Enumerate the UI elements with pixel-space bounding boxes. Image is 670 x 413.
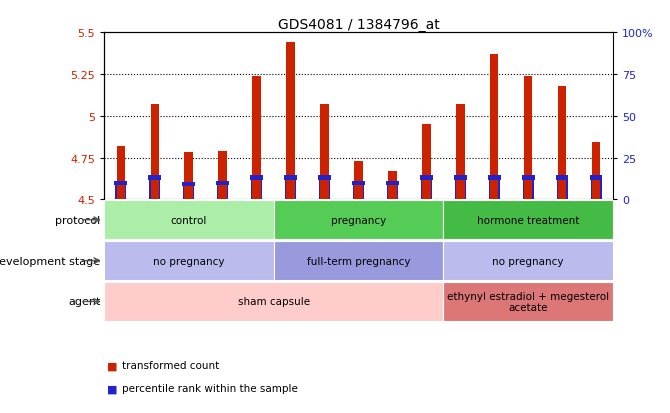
- Bar: [558, 86, 566, 200]
- Bar: [218, 152, 227, 200]
- Bar: [104, 242, 273, 280]
- Text: no pregnancy: no pregnancy: [153, 256, 224, 266]
- Bar: [386, 181, 399, 185]
- Bar: [273, 242, 444, 280]
- Bar: [522, 176, 535, 180]
- Bar: [149, 176, 161, 180]
- Bar: [456, 105, 464, 200]
- Bar: [490, 55, 498, 200]
- Bar: [149, 178, 160, 200]
- Bar: [352, 181, 365, 185]
- Bar: [354, 161, 362, 200]
- Bar: [104, 201, 273, 240]
- Bar: [388, 171, 397, 200]
- Bar: [286, 43, 295, 200]
- Bar: [592, 143, 600, 200]
- Bar: [273, 201, 444, 240]
- Bar: [524, 76, 533, 200]
- Bar: [184, 153, 193, 200]
- Bar: [353, 183, 364, 200]
- Text: ■: ■: [107, 361, 118, 370]
- Bar: [217, 183, 228, 200]
- Bar: [115, 181, 127, 185]
- Bar: [454, 176, 467, 180]
- Text: pregnancy: pregnancy: [331, 215, 386, 225]
- Text: sham capsule: sham capsule: [238, 297, 310, 307]
- Bar: [253, 76, 261, 200]
- Text: transformed count: transformed count: [122, 361, 219, 370]
- Bar: [285, 178, 296, 200]
- Bar: [320, 105, 329, 200]
- Bar: [590, 176, 602, 180]
- Bar: [422, 125, 431, 200]
- Bar: [456, 105, 464, 200]
- Bar: [488, 178, 500, 200]
- Bar: [104, 282, 444, 321]
- Text: agent: agent: [68, 297, 100, 307]
- Bar: [182, 183, 195, 187]
- Bar: [444, 242, 613, 280]
- Text: ■: ■: [107, 383, 118, 393]
- Bar: [523, 178, 534, 200]
- Bar: [318, 176, 331, 180]
- Bar: [444, 201, 613, 240]
- Bar: [444, 282, 613, 321]
- Bar: [218, 152, 227, 200]
- Bar: [558, 86, 566, 200]
- Bar: [286, 43, 295, 200]
- Bar: [115, 183, 127, 200]
- Bar: [216, 181, 229, 185]
- Bar: [592, 143, 600, 200]
- Text: no pregnancy: no pregnancy: [492, 256, 564, 266]
- Bar: [183, 185, 194, 200]
- Bar: [354, 161, 362, 200]
- Bar: [422, 125, 431, 200]
- Bar: [455, 178, 466, 200]
- Bar: [319, 178, 330, 200]
- Text: hormone treatment: hormone treatment: [477, 215, 580, 225]
- Bar: [284, 176, 297, 180]
- Text: development stage: development stage: [0, 256, 100, 266]
- Text: protocol: protocol: [55, 215, 100, 225]
- Bar: [524, 76, 533, 200]
- Bar: [388, 171, 397, 200]
- Bar: [151, 105, 159, 200]
- Bar: [421, 178, 432, 200]
- Bar: [251, 176, 263, 180]
- Text: full-term pregnancy: full-term pregnancy: [307, 256, 410, 266]
- Bar: [117, 147, 125, 200]
- Bar: [253, 76, 261, 200]
- Bar: [320, 105, 329, 200]
- Bar: [420, 176, 433, 180]
- Bar: [184, 153, 193, 200]
- Bar: [556, 176, 569, 180]
- Bar: [488, 176, 500, 180]
- Text: percentile rank within the sample: percentile rank within the sample: [122, 383, 297, 393]
- Text: control: control: [171, 215, 207, 225]
- Bar: [387, 183, 398, 200]
- Bar: [557, 178, 567, 200]
- Title: GDS4081 / 1384796_at: GDS4081 / 1384796_at: [277, 18, 440, 32]
- Bar: [490, 55, 498, 200]
- Text: ethynyl estradiol + megesterol
acetate: ethynyl estradiol + megesterol acetate: [447, 291, 609, 313]
- Bar: [117, 147, 125, 200]
- Bar: [151, 105, 159, 200]
- Bar: [251, 178, 262, 200]
- Bar: [590, 178, 602, 200]
